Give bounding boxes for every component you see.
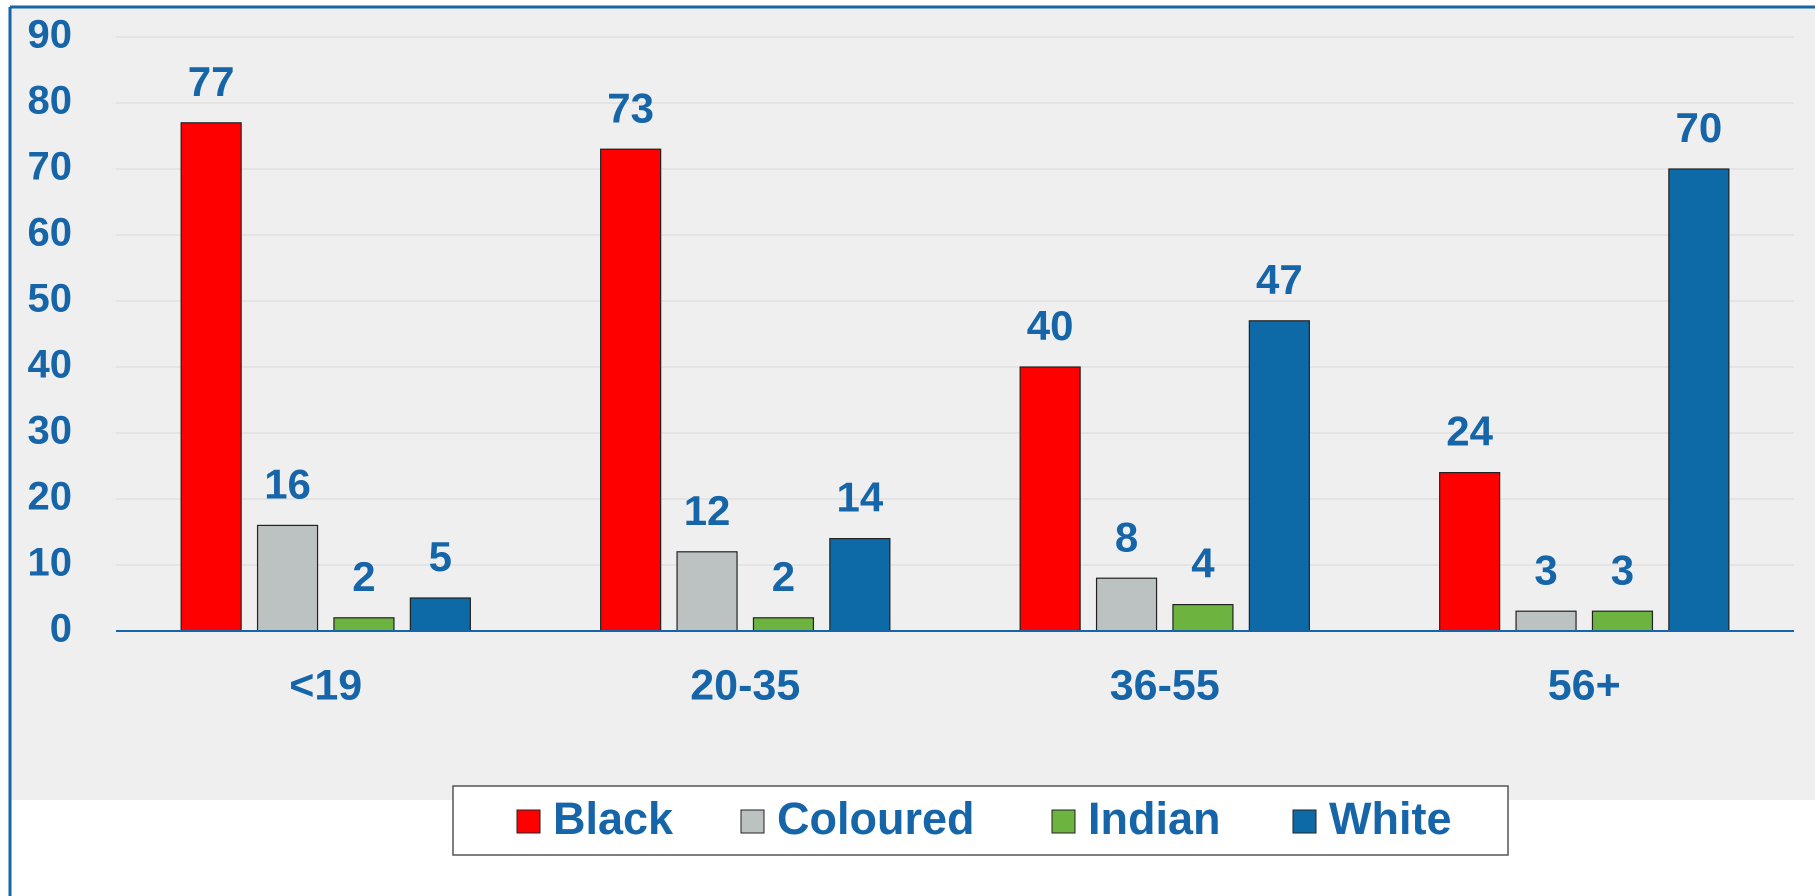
- data-label: 3: [1611, 546, 1634, 593]
- x-tick-label: <19: [289, 661, 362, 709]
- legend-label: Indian: [1088, 793, 1221, 844]
- data-label: 4: [1191, 540, 1215, 587]
- y-tick-label: 70: [28, 145, 73, 189]
- bar: [180, 122, 242, 632]
- y-tick-label: 20: [28, 475, 73, 519]
- data-label: 47: [1256, 256, 1303, 303]
- data-label: 14: [836, 474, 883, 521]
- y-tick-label: 60: [28, 211, 73, 255]
- bar: [1591, 610, 1654, 632]
- bar: [829, 537, 891, 632]
- data-label: 16: [264, 460, 311, 507]
- legend-marker: [516, 809, 541, 834]
- y-tick-label: 30: [28, 409, 73, 453]
- data-label: 73: [607, 84, 654, 131]
- bar: [1439, 472, 1501, 632]
- bar: [1668, 168, 1730, 632]
- bar: [1019, 366, 1081, 632]
- y-tick-label: 80: [28, 79, 73, 123]
- data-label: 12: [684, 487, 731, 534]
- y-tick-label: 90: [28, 13, 73, 57]
- legend-box: [452, 785, 1509, 856]
- legend-marker: [1292, 809, 1317, 834]
- bar: [1515, 610, 1577, 632]
- data-label: 2: [772, 553, 795, 600]
- y-tick-label: 10: [28, 541, 73, 585]
- plot-background: [9, 8, 1815, 800]
- x-tick-label: 36-55: [1110, 661, 1220, 709]
- data-label: 40: [1027, 302, 1074, 349]
- bar: [409, 597, 471, 632]
- data-label: 24: [1446, 408, 1493, 455]
- legend-label: Coloured: [777, 793, 975, 844]
- bar: [256, 524, 319, 632]
- bar: [333, 617, 395, 632]
- data-label: 5: [429, 533, 452, 580]
- y-tick-label: 40: [28, 343, 73, 387]
- bar: [1172, 603, 1234, 632]
- data-label: 2: [352, 553, 375, 600]
- legend-label: White: [1329, 793, 1451, 844]
- legend-marker: [1051, 809, 1076, 834]
- y-tick-label: 0: [50, 607, 72, 651]
- legend-label: Black: [553, 793, 674, 844]
- bar: [676, 551, 738, 632]
- marks: [180, 122, 1730, 632]
- bar: [600, 148, 662, 632]
- data-label: 3: [1534, 546, 1557, 593]
- data-label: 70: [1675, 104, 1722, 151]
- y-tick-label: 50: [28, 277, 73, 321]
- x-tick-label: 20-35: [690, 661, 800, 709]
- x-tick-label: 56+: [1548, 661, 1621, 709]
- bar: [1095, 577, 1158, 632]
- bar: [752, 617, 815, 632]
- grid: [116, 36, 1794, 632]
- data-label: 8: [1115, 513, 1138, 560]
- legend-marker: [740, 809, 765, 834]
- bar: [1248, 320, 1310, 632]
- data-label: 77: [188, 58, 235, 105]
